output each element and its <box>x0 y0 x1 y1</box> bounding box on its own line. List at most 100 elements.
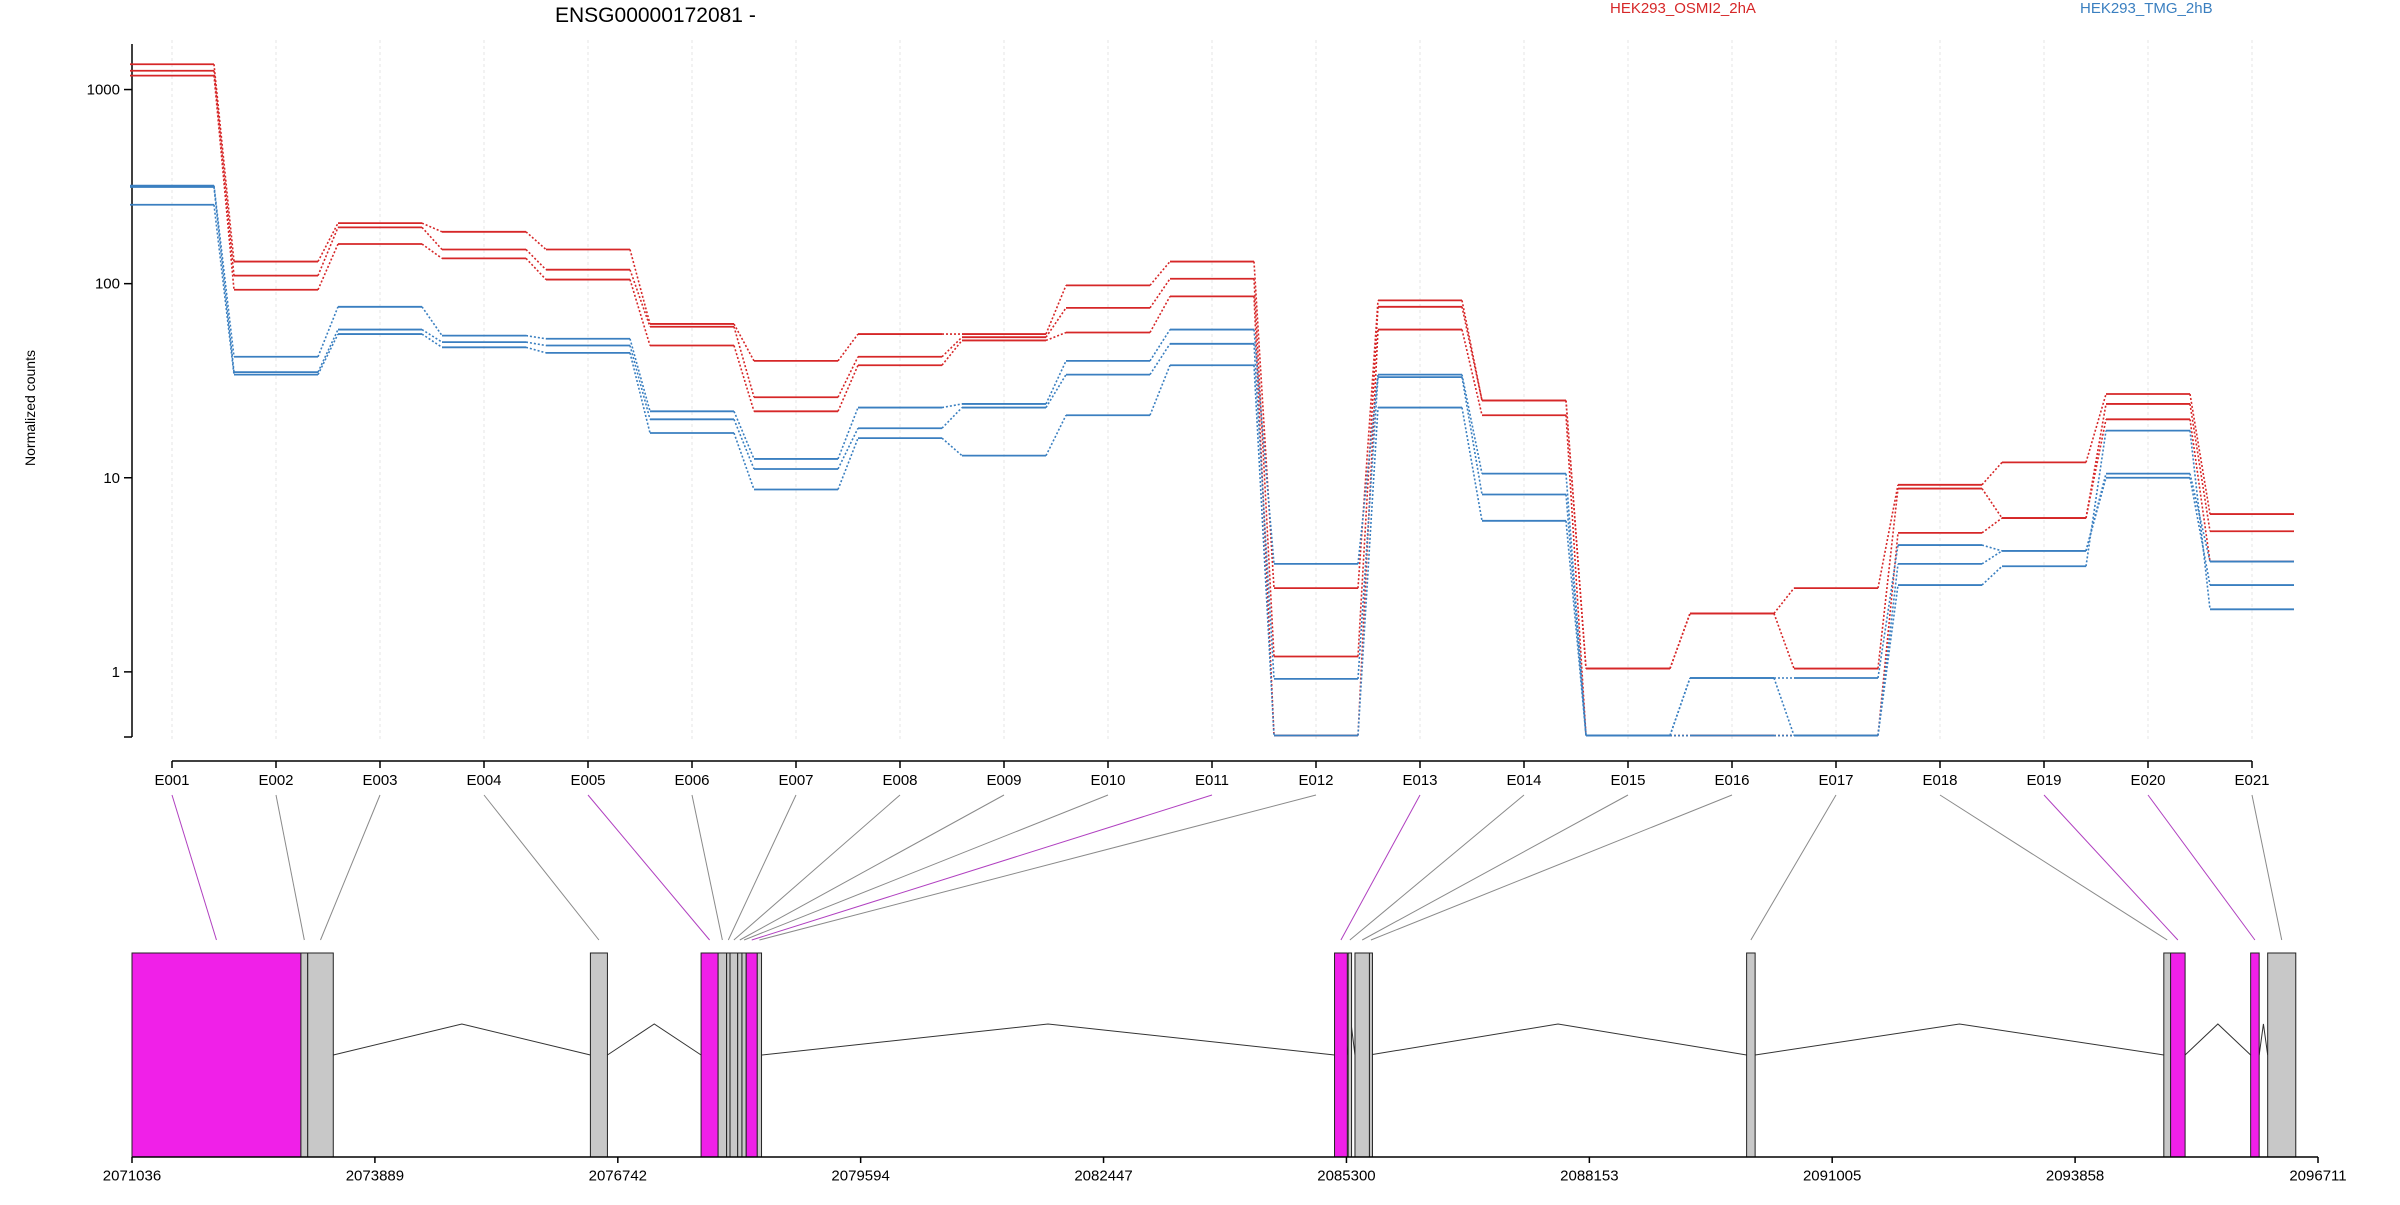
series-connector <box>317 227 339 276</box>
exon-box <box>1334 952 1348 1158</box>
exon-link-line <box>587 794 710 941</box>
series-connector <box>1253 329 1275 564</box>
series-connector <box>1877 584 1899 736</box>
exon-link-line <box>1939 794 2168 941</box>
series-connector <box>317 306 339 358</box>
series-connector <box>213 204 235 375</box>
exon-box <box>737 952 743 1158</box>
series-connector <box>629 345 651 420</box>
exon-box <box>726 952 731 1158</box>
x-tick-label: E006 <box>674 772 709 789</box>
series-connector <box>2189 403 2211 532</box>
gene-axis-label: 2079594 <box>831 1167 889 1184</box>
series-connector <box>1357 300 1379 589</box>
gene-axis-label: 2088153 <box>1560 1167 1618 1184</box>
series-connector <box>1565 415 1587 736</box>
series-connector <box>733 410 755 460</box>
series-connector <box>1877 488 1899 669</box>
series-connector <box>629 269 651 327</box>
series-connector <box>1461 376 1483 495</box>
series-connector <box>1253 261 1275 589</box>
x-tick-label: E014 <box>1506 772 1541 789</box>
exon-box <box>756 952 763 1158</box>
series-connector <box>941 406 963 429</box>
intron-line <box>333 1023 591 1056</box>
series-connector <box>525 257 547 281</box>
series-connector <box>421 226 443 251</box>
x-tick-label: E007 <box>778 772 813 789</box>
y-tick-label: 1000 <box>87 82 120 99</box>
series-connector <box>733 432 755 490</box>
exon-link-line <box>1750 794 1837 941</box>
exon-box <box>1746 952 1756 1158</box>
series-connector <box>941 336 963 358</box>
x-tick-label: E015 <box>1610 772 1645 789</box>
series-connector <box>1045 307 1067 338</box>
series-connector <box>1149 261 1171 286</box>
series-connector <box>1877 532 1899 736</box>
gene-axis-label: 2091005 <box>1803 1167 1861 1184</box>
exon-link-line <box>739 794 1005 941</box>
gene-axis-label: 2073889 <box>346 1167 404 1184</box>
exon-link-line <box>2251 794 2283 941</box>
series-connector <box>1149 364 1171 416</box>
series-connector <box>317 243 339 291</box>
series-connector <box>1461 329 1483 416</box>
series-connector <box>2085 393 2107 463</box>
exon-box <box>2267 952 2297 1158</box>
series-connector <box>733 345 755 412</box>
series-connector <box>525 231 547 251</box>
exon-box <box>300 952 309 1158</box>
series-connector <box>1669 613 1691 669</box>
series-connector <box>1357 407 1379 736</box>
series-connector <box>629 279 651 346</box>
y-tick-label: 10 <box>103 470 120 487</box>
legend-entry-tmg: HEK293_TMG_2hB <box>2080 0 2213 17</box>
exon-link-line <box>2147 794 2256 941</box>
gene-axis-label: 2085300 <box>1317 1167 1375 1184</box>
exon-link-line <box>171 794 217 941</box>
exon-box <box>2250 952 2260 1158</box>
series-connector <box>525 346 547 354</box>
series-connector <box>1981 517 2003 534</box>
series-connector <box>1149 343 1171 376</box>
series-connector <box>1981 550 2003 565</box>
series-connector <box>213 185 235 357</box>
series-connector <box>1565 400 1587 669</box>
series-connector <box>629 338 651 412</box>
series-connector <box>1773 613 1795 669</box>
exon-link-line <box>691 794 723 941</box>
y-tick-label: 100 <box>95 276 120 293</box>
exon-link-line <box>727 794 797 941</box>
series-connector <box>2085 430 2107 567</box>
series-connector <box>1981 488 2003 519</box>
series-connector <box>837 333 859 362</box>
series-connector <box>733 323 755 362</box>
exon-link-line <box>743 794 1109 941</box>
exon-link-line <box>1340 794 1421 941</box>
intron-line <box>1755 1023 2164 1056</box>
series-connector <box>837 356 859 398</box>
exon-box <box>745 952 758 1158</box>
exon-link-line <box>320 794 381 941</box>
series-connector <box>1045 331 1067 342</box>
x-tick-label: E004 <box>466 772 501 789</box>
series-connector <box>2189 473 2211 562</box>
series-connector <box>317 329 339 373</box>
series-connector <box>1461 374 1483 474</box>
series-connector <box>1461 300 1483 401</box>
series-connector <box>1045 285 1067 335</box>
gene-axis-label: 2076742 <box>589 1167 647 1184</box>
series-connector <box>1253 365 1275 736</box>
series-connector <box>1357 306 1379 657</box>
exon-box <box>1347 952 1353 1158</box>
intron-line <box>1369 1023 1747 1056</box>
series-connector <box>1877 484 1899 589</box>
series-connector <box>837 407 859 460</box>
series-connector <box>1045 414 1067 457</box>
series-connector <box>941 403 963 409</box>
exon-link-line <box>275 794 305 941</box>
series-connector <box>1981 565 2003 586</box>
series-connector <box>1773 587 1795 614</box>
